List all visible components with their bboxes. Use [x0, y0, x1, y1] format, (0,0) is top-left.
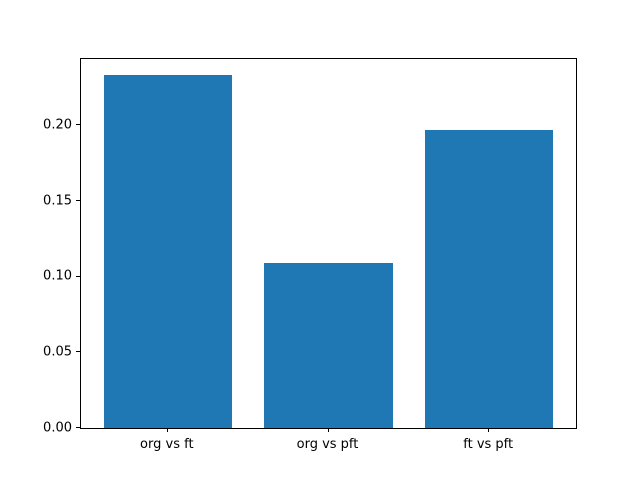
- y-tick-label: 0.20: [43, 117, 72, 133]
- y-tick-mark: [76, 200, 80, 201]
- y-tick-mark: [76, 351, 80, 353]
- x-tick-mark: [166, 428, 168, 432]
- x-tick-label: ft vs pft: [463, 437, 514, 452]
- y-tick-mark: [76, 427, 80, 428]
- x-tick-label: org vs pft: [296, 437, 359, 452]
- y-tick-label: 0.10: [43, 268, 72, 284]
- x-tick-mark: [488, 428, 490, 432]
- plot-area: [80, 58, 577, 429]
- bar-org-vs-pft: [264, 263, 393, 428]
- x-tick-mark: [327, 428, 329, 432]
- bar-org-vs-ft: [103, 75, 233, 428]
- bar-ft-vs-pft: [424, 129, 554, 428]
- y-tick-label: 0.05: [43, 344, 72, 360]
- y-tick-mark: [76, 124, 80, 126]
- x-tick-label: org vs ft: [140, 437, 194, 452]
- y-tick-mark: [76, 275, 80, 277]
- y-tick-label: 0.15: [43, 193, 72, 208]
- y-tick-label: 0.00: [43, 420, 72, 435]
